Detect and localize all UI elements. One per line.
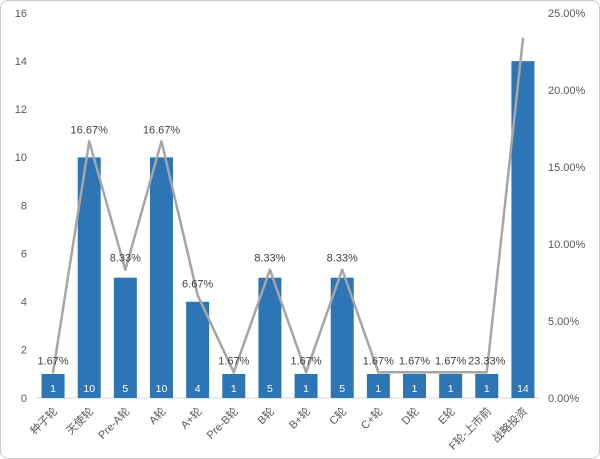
bar [186, 301, 210, 398]
bar [77, 157, 101, 398]
line-data-label: 1.67% [435, 355, 466, 367]
bar [41, 373, 65, 398]
bar [222, 373, 246, 398]
y-axis-tick-left: 2 [21, 345, 27, 357]
bar [294, 373, 318, 398]
bar [258, 277, 282, 398]
line-data-label: 1.67% [363, 355, 394, 367]
line-series [51, 37, 525, 374]
bar [511, 61, 535, 398]
y-axis-tick-right: 20.00% [548, 85, 586, 97]
x-axis-label: Pre-A轮 [95, 404, 133, 442]
x-axis-label: C+轮 [358, 404, 386, 432]
line-data-label: 1.67% [399, 355, 430, 367]
y-axis-tick-left: 6 [21, 248, 27, 260]
bar-value-label: 10 [83, 383, 95, 395]
line-data-label: 8.33% [327, 253, 358, 265]
y-axis-tick-left: 0 [21, 393, 27, 405]
x-axis-label: Pre-B轮 [203, 404, 241, 442]
bar-value-label: 5 [122, 383, 128, 395]
bar-value-label: 1 [484, 383, 490, 395]
bar [330, 277, 354, 398]
line-data-label: 8.33% [110, 253, 141, 265]
bar-value-label: 14 [517, 383, 529, 395]
x-axis-label: A+轮 [177, 404, 204, 431]
x-axis-label: D轮 [398, 404, 421, 427]
y-axis-tick-right: 25.00% [548, 8, 586, 20]
x-axis-label: A轮 [146, 404, 169, 427]
line-data-label: 1.67% [218, 355, 249, 367]
x-axis-label: E轮 [435, 404, 458, 427]
bar-value-label: 1 [412, 383, 418, 395]
bar-value-label: 1 [448, 383, 454, 395]
bar-value-label: 5 [339, 383, 345, 395]
bar [475, 373, 499, 398]
bar-value-label: 5 [267, 383, 273, 395]
y-axis-tick-left: 16 [15, 8, 27, 20]
x-axis-label: 天使轮 [63, 404, 96, 437]
line-data-label: 23.33% [468, 355, 506, 367]
bar [150, 157, 173, 398]
bar-value-label: 1 [231, 383, 237, 395]
bar [439, 373, 463, 398]
y-axis-tick-right: 5.00% [548, 316, 579, 328]
y-axis-tick-left: 12 [15, 104, 27, 116]
line-data-label: 1.67% [290, 355, 321, 367]
x-axis-label: B轮 [254, 404, 277, 427]
bar-value-label: 1 [375, 383, 381, 395]
bar [366, 373, 390, 398]
bar-value-label: 10 [156, 383, 168, 395]
y-axis-tick-left: 4 [21, 297, 27, 309]
y-axis-tick-right: 0.00% [548, 393, 579, 405]
bar [403, 373, 426, 398]
bar-value-label: 1 [303, 383, 309, 395]
line-data-label: 8.33% [254, 253, 285, 265]
line-data-label: 16.67% [71, 124, 109, 136]
x-axis-label: 种子轮 [27, 404, 60, 437]
line-data-label: 1.67% [37, 355, 68, 367]
line-data-label: 16.67% [143, 124, 181, 136]
line-data-label: 6.67% [182, 278, 213, 290]
x-axis-label: C轮 [326, 404, 349, 427]
bar-value-label: 1 [50, 383, 56, 395]
y-axis-tick-left: 14 [15, 56, 27, 68]
bar-value-label: 4 [195, 383, 201, 395]
y-axis-tick-left: 8 [21, 200, 27, 212]
bar [113, 277, 137, 398]
y-axis-tick-right: 15.00% [548, 162, 586, 174]
y-axis-tick-left: 10 [15, 152, 27, 164]
y-axis-tick-right: 10.00% [548, 239, 586, 251]
x-axis-label: 战略投资 [489, 404, 530, 445]
x-axis-label: B+轮 [286, 404, 313, 431]
